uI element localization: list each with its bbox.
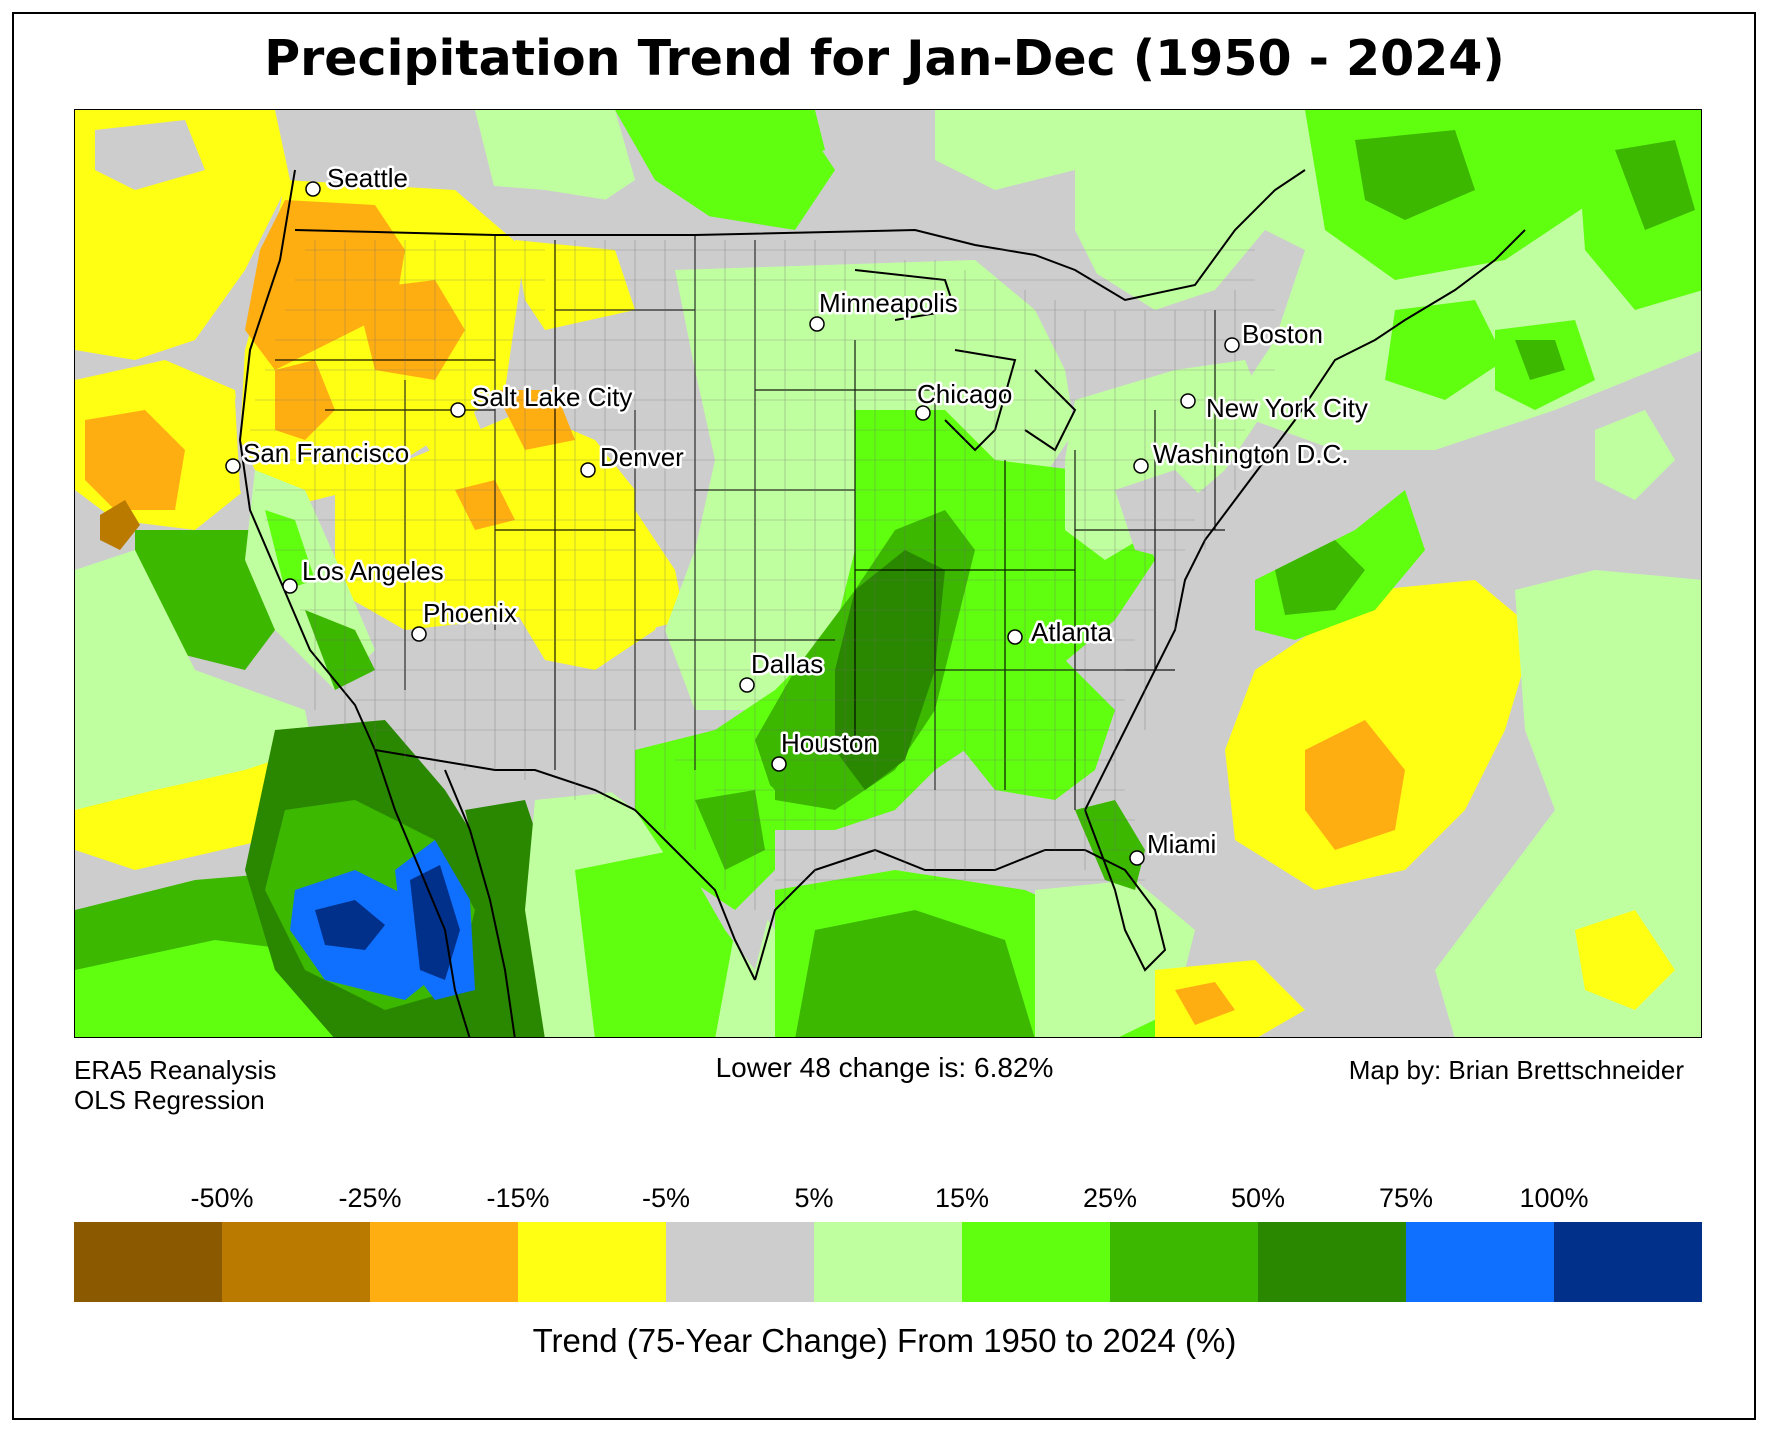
city-label: Minneapolis <box>819 288 958 318</box>
legend-tick: 15% <box>934 1183 990 1213</box>
city-label: Dallas <box>751 649 823 679</box>
method-label: OLS Regression <box>74 1085 265 1115</box>
source-label: ERA5 Reanalysis <box>74 1055 277 1085</box>
legend-swatch <box>666 1222 814 1302</box>
trend-fields <box>75 110 1701 1037</box>
city-label: Boston <box>1242 319 1323 349</box>
legend-swatch <box>518 1222 666 1302</box>
precipitation-map[interactable]: Seattle San Francisco Los Angeles Phoenix Sa… <box>74 109 1702 1038</box>
legend-tick: -25% <box>338 1183 402 1213</box>
city-label: Salt Lake City <box>472 382 632 412</box>
legend-tick: 100% <box>1519 1183 1589 1213</box>
legend-swatch <box>962 1222 1110 1302</box>
map-credit: Map by: Brian Brettschneider <box>1348 1055 1684 1085</box>
city-label: New York City <box>1206 393 1368 423</box>
county-lines <box>250 240 1275 910</box>
city-markers: Seattle San Francisco Los Angeles Phoenix Sa… <box>225 161 1370 866</box>
legend-tick: 5% <box>794 1183 834 1213</box>
city-label: Washington D.C. <box>1153 439 1349 469</box>
city-label: Chicago <box>917 379 1012 409</box>
legend-tick: 75% <box>1378 1183 1434 1213</box>
city-label: Los Angeles <box>302 556 444 586</box>
legend-tick: -50% <box>190 1183 254 1213</box>
gulf-california <box>444 769 516 1037</box>
city-label: Phoenix <box>423 598 517 628</box>
city-label: Denver <box>600 442 684 472</box>
atlantic-coast <box>1084 229 1526 811</box>
legend-tick: 25% <box>1082 1183 1138 1213</box>
city-label: Houston <box>781 728 878 758</box>
city-marker[interactable] <box>580 462 596 478</box>
city-marker[interactable] <box>915 405 931 421</box>
city-marker[interactable] <box>1180 393 1196 409</box>
city-marker[interactable] <box>1129 850 1145 866</box>
legend-swatch <box>1258 1222 1406 1302</box>
city-label: San Francisco <box>243 438 409 468</box>
legend-swatch <box>74 1222 222 1302</box>
lake-superior <box>854 269 957 321</box>
city-label: Seattle <box>327 163 408 193</box>
city-label: Miami <box>1147 829 1216 859</box>
legend-tick: -15% <box>486 1183 550 1213</box>
city-marker[interactable] <box>1133 458 1149 474</box>
city-marker[interactable] <box>282 578 298 594</box>
city-marker[interactable] <box>739 677 755 693</box>
us-west-coast <box>238 169 376 751</box>
legend-tick: 50% <box>1230 1183 1286 1213</box>
legend-color-bar <box>74 1222 1702 1302</box>
legend-swatch <box>222 1222 370 1302</box>
baja-coast <box>374 749 471 1037</box>
city-marker[interactable] <box>225 458 241 474</box>
legend-swatch <box>370 1222 518 1302</box>
legend-tick: -5% <box>641 1183 691 1213</box>
city-marker[interactable] <box>411 626 427 642</box>
map-title: Precipitation Trend for Jan-Dec (1950 - … <box>264 30 1505 87</box>
city-marker[interactable] <box>809 316 825 332</box>
legend-title: Trend (75-Year Change) From 1950 to 2024… <box>532 1322 1237 1359</box>
city-marker[interactable] <box>305 181 321 197</box>
legend-swatch <box>814 1222 962 1302</box>
city-marker[interactable] <box>771 756 787 772</box>
figure-frame <box>12 12 1756 1420</box>
city-marker[interactable] <box>1224 337 1240 353</box>
city-label: Atlanta <box>1031 617 1112 647</box>
city-marker[interactable] <box>450 402 466 418</box>
legend-tick-labels: -50% -25% -15% -5% 5% 15% 25% 50% 75% 100% <box>74 1183 1702 1217</box>
legend-swatch <box>1110 1222 1258 1302</box>
legend-swatch <box>1406 1222 1554 1302</box>
us-canada-border <box>294 169 1306 302</box>
city-marker[interactable] <box>1007 629 1023 645</box>
legend-swatch <box>1554 1222 1702 1302</box>
lower48-change: Lower 48 change is: 6.82% <box>715 1052 1054 1083</box>
